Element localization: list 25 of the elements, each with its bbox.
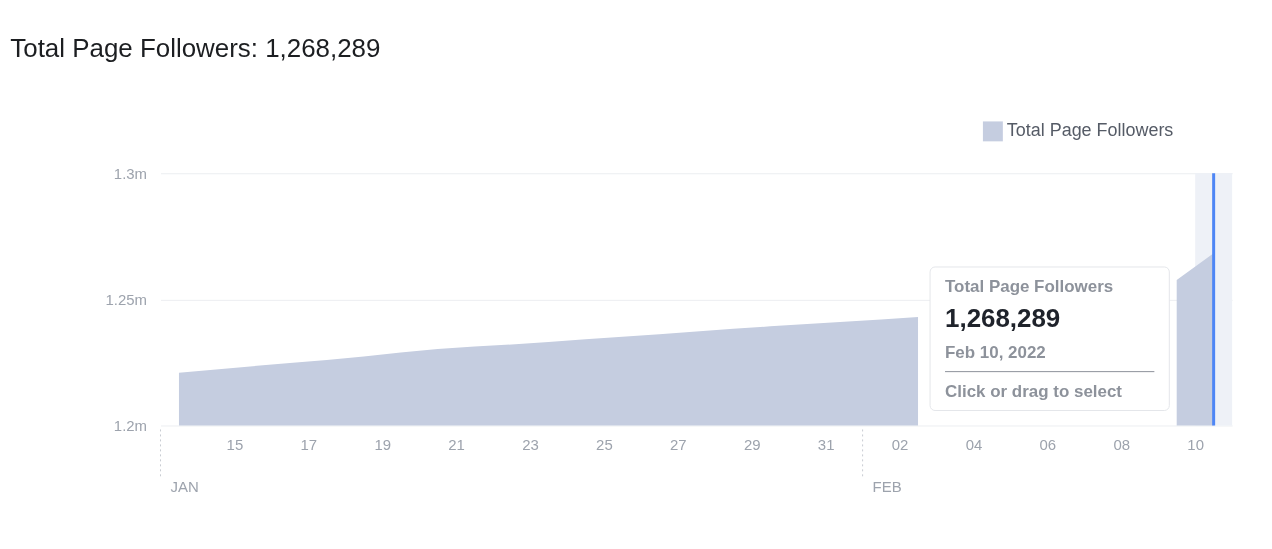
x-tick-label: 10 bbox=[1187, 435, 1204, 453]
annotation: Feb 10, 2022 bbox=[945, 342, 1046, 362]
text: FEB bbox=[872, 478, 902, 496]
x-tick-label: 06 bbox=[1039, 435, 1057, 453]
x-tick-label: 04 bbox=[965, 435, 983, 453]
chart-title: Total Page Followers: 1,268,289 bbox=[10, 33, 381, 62]
x-tick-label: 21 bbox=[448, 435, 465, 453]
x-tick-label: 29 bbox=[743, 435, 761, 453]
x-tick-label: 08 bbox=[1113, 435, 1131, 453]
y-tick-label: 1.2m bbox=[113, 416, 148, 434]
legend-label: Total Page Followers bbox=[1006, 120, 1174, 141]
annotation: Click or drag to select bbox=[945, 381, 1123, 401]
x-tick-label: 02 bbox=[891, 435, 909, 453]
x-tick-label: 23 bbox=[522, 435, 539, 453]
x-tick-label: 17 bbox=[300, 435, 318, 453]
y-tick-label: 1.25m bbox=[105, 290, 148, 308]
x-tick-label: 31 bbox=[817, 435, 835, 453]
annotation: Total Page Followers bbox=[945, 276, 1114, 296]
y-tick-label: 1.3m bbox=[113, 164, 148, 182]
x-tick-label: 25 bbox=[596, 435, 613, 453]
text: JAN bbox=[170, 478, 199, 496]
x-tick-label: 19 bbox=[374, 435, 392, 453]
x-tick-label: 27 bbox=[670, 435, 687, 453]
x-tick-label: 15 bbox=[226, 435, 244, 453]
annotation: 1,268,289 bbox=[945, 303, 1061, 332]
